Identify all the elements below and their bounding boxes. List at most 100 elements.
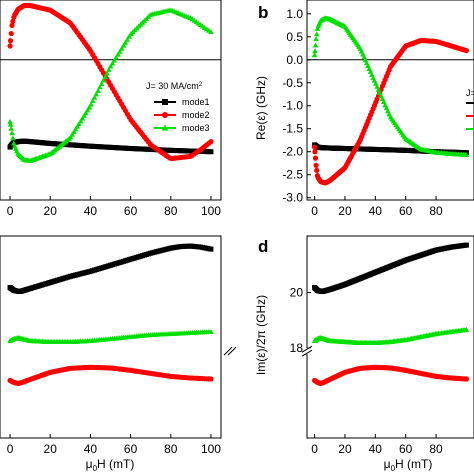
panel-a-point-mode2: [9, 22, 15, 29]
panel-a-legend: J= 30 MA/cm2 mode1 mode2 mode3: [146, 81, 210, 133]
panel-a-xtick-label: 20: [44, 204, 58, 218]
panel-d-series-mode3: [311, 326, 470, 346]
panel-b-point-mode3: [311, 52, 318, 58]
panel-a-xtick-label: 80: [164, 204, 178, 218]
panel-c-series-mode3: [7, 328, 214, 345]
panel-a-point-mode1: [208, 149, 214, 155]
panel-d-xlabel-rest: H (mT): [395, 457, 432, 471]
panel-a-chart: 0 20 40 60 80 100: [0, 0, 222, 218]
panel-a-series-mode2: [7, 2, 214, 162]
panel-d-frame: [306, 235, 474, 439]
panel-letter-d: d: [258, 237, 268, 256]
panel-d-ytick-label: 18: [290, 341, 304, 355]
panel-b-point-mode3: [312, 48, 318, 54]
panel-b-point-mode3: [313, 36, 319, 42]
panel-a-point-mode3: [67, 134, 74, 140]
panel-c-axis-break: [223, 346, 233, 356]
panel-d-series-mode1: [312, 242, 469, 295]
panel-a-point-mode3: [10, 135, 16, 141]
panel-a-point-mode3: [106, 66, 112, 72]
panel-a-point-mode3: [76, 121, 82, 127]
panel-d-point-mode1: [463, 242, 469, 248]
panel-d-xtick-label: 0: [311, 442, 318, 456]
panel-a-point-mode3: [208, 29, 214, 35]
panel-b-point-mode3: [312, 42, 319, 48]
panel-b-ytick-label: -0.5: [282, 76, 303, 90]
panel-a-series-mode3: [7, 7, 214, 163]
panel-b-point-mode2: [314, 167, 320, 173]
panel-a-point-mode3: [117, 48, 123, 54]
panel-b-ytick-label: -2.5: [282, 168, 303, 182]
panel-d-ytick-label: 20: [290, 286, 304, 300]
panel-d-xtick-label: 80: [429, 442, 443, 456]
panel-c-frame: [0, 235, 222, 439]
legend-marker-mode3: [161, 124, 169, 131]
panel-b-series-mode3: [311, 15, 470, 157]
panel-a-point-mode3: [113, 54, 119, 60]
panel-c-point-mode1: [208, 246, 214, 252]
panel-a-point-mode3: [69, 131, 76, 137]
panel-a-point-mode3: [89, 98, 96, 104]
panel-b-point-mode2: [313, 162, 319, 169]
panel-c-xlabel-rest: H (mT): [97, 457, 134, 471]
legend-label-mode1: mode1: [182, 97, 210, 107]
panel-b-xtick-label: 60: [399, 204, 413, 218]
panel-d-axis-break: [301, 345, 313, 353]
panel-a-point-mode3: [11, 140, 17, 146]
panel-d-ylabel: Im(ε)/2π (GHz): [254, 295, 268, 375]
panel-a-point-mode3: [120, 42, 127, 48]
panel-b-chart: 0 20 40 60 80 1.0 0.5 0.0 -0.5 -1.0 -1.5 -2.0 -2.5 -3…: [282, 0, 474, 218]
legend-label-mode2: mode2: [182, 110, 210, 120]
panel-d-xtick-label: 20: [338, 442, 352, 456]
panel-c-xtick-label: 60: [124, 442, 138, 456]
panel-a-point-mode3: [93, 91, 100, 97]
panel-a-point-mode3: [115, 51, 121, 57]
panel-a-point-mode3: [88, 101, 94, 107]
panel-b-ytick-label: -1.0: [282, 99, 303, 113]
panel-a-point-mode3: [122, 39, 129, 45]
panel-a-xtick-label: 100: [201, 204, 221, 218]
panel-d-xlabel: μ0H (mT): [384, 457, 433, 473]
panel-a-point-mode3: [77, 118, 84, 124]
panel-c-plot-area: [7, 243, 214, 387]
panel-b-xtick-label: 40: [369, 204, 383, 218]
panel-b-xtick-label: 80: [429, 204, 443, 218]
panel-a-point-mode3: [118, 45, 125, 51]
panel-a-point-mode3: [91, 94, 98, 100]
panel-b-ytick-label: -3.0: [282, 191, 303, 205]
legend-marker-mode1: [162, 99, 168, 105]
panel-b-ytick-label: 1.0: [286, 7, 303, 21]
panel-a-point-mode2: [10, 18, 16, 24]
panel-a-frame: [0, 0, 222, 201]
panel-a-series-mode1: [7, 138, 214, 155]
legend-label-mode3: mode3: [182, 123, 210, 133]
panel-c-xlabel-sub: 0: [93, 464, 98, 473]
panel-c-xtick-label: 20: [44, 442, 58, 456]
legend-marker-mode2: [162, 112, 168, 118]
panel-a-point-mode3: [7, 118, 13, 124]
panel-b-series-mode2: [311, 37, 470, 186]
panel-c-xtick-label: 0: [7, 442, 14, 456]
panel-b-ylabel: Re(ε) (GHz): [254, 76, 268, 140]
panel-d-point-mode3: [463, 326, 470, 332]
panel-a-point-mode3: [107, 63, 114, 69]
panel-a-point-mode2: [7, 43, 13, 49]
panel-a-point-mode3: [111, 57, 118, 63]
panel-b-ytick-label: -1.5: [282, 122, 303, 136]
legend-b-title: J=: [466, 88, 474, 98]
panel-c-series-mode1: [7, 243, 214, 295]
panel-a-point-mode3: [74, 123, 81, 129]
panel-c-point-mode2: [208, 376, 214, 382]
panel-a-point-mode2: [8, 30, 14, 37]
panel-a-point-mode3: [8, 125, 15, 131]
panel-b-xtick-label: 0: [311, 204, 318, 218]
panel-a-point-mode2: [7, 38, 14, 44]
panel-a-point-mode2: [208, 139, 214, 145]
panel-a-point-mode3: [71, 129, 77, 135]
panel-d-plot-area: [311, 242, 470, 387]
panel-a-point-mode3: [98, 80, 105, 86]
panel-a-point-mode3: [86, 104, 93, 110]
panel-a-point-mode3: [83, 110, 89, 116]
panel-b-legend: J=: [466, 88, 474, 130]
panel-a-point-mode3: [79, 115, 86, 121]
